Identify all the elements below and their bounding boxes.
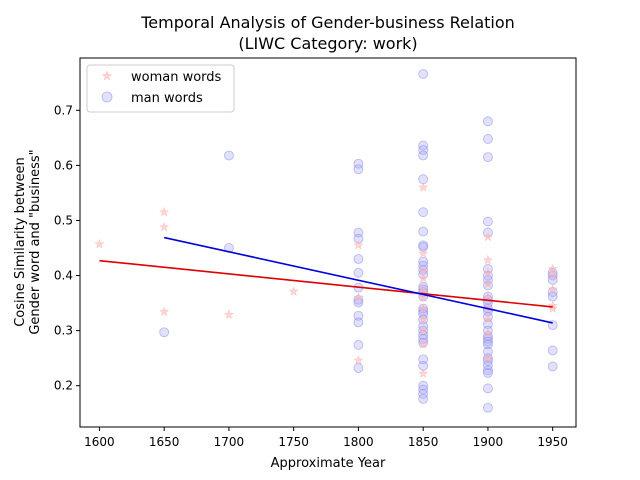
woman-words-point (288, 286, 299, 296)
man-words-point (353, 158, 364, 169)
woman-words-point (353, 355, 364, 365)
woman-words-point (482, 352, 494, 363)
x-tick-label: 1700 (214, 435, 245, 449)
woman-words-point (159, 206, 170, 217)
y-tick-label: 0.4 (54, 269, 73, 283)
man-words-point (418, 145, 429, 155)
man-words-point (418, 394, 429, 404)
woman-words-point (418, 272, 429, 283)
woman-words-point (547, 270, 558, 280)
plot-frame (79, 57, 577, 428)
woman-words-point (482, 254, 494, 265)
chart-title-line-2: (LIWC Category: work) (238, 34, 417, 53)
man-words-point (547, 361, 558, 372)
woman-words-point (418, 325, 429, 335)
woman-words-point (418, 292, 429, 302)
man-words-point (353, 317, 364, 328)
woman-words-point (418, 182, 429, 192)
woman-words-point (482, 292, 494, 302)
man-words-point (483, 402, 493, 413)
legend: woman words man words (86, 64, 235, 113)
x-tick-label: 1850 (408, 435, 439, 449)
woman-words-point (159, 221, 170, 232)
plot-area (94, 69, 558, 413)
man-words-point (418, 150, 429, 161)
woman-words-point (482, 267, 494, 278)
man-words-trend-line (164, 236, 553, 324)
man-words-point (483, 339, 493, 350)
man-words-point (159, 327, 170, 338)
chart-title-line-1: Temporal Analysis of Gender-business Rel… (140, 13, 515, 32)
man-words-point (483, 368, 493, 378)
woman-words-point (353, 239, 364, 250)
man-words-point (353, 267, 364, 278)
man-words-point (483, 383, 493, 394)
legend-label-woman-words: woman words (131, 70, 222, 85)
man-words-point (547, 291, 558, 302)
woman-words-point (418, 248, 429, 258)
man-words-point (418, 380, 429, 391)
man-words-point (483, 116, 493, 127)
woman-words-point (482, 278, 494, 289)
y-tick-label: 0.7 (54, 103, 73, 117)
woman-words-point (223, 309, 234, 319)
x-tick-label: 1750 (278, 435, 309, 449)
woman-words-point (418, 283, 429, 294)
woman-words-point (482, 328, 494, 338)
man-words-point (547, 345, 558, 356)
x-tick-label: 1650 (149, 435, 180, 449)
x-tick-label: 1600 (84, 435, 115, 449)
man-words-point (353, 340, 364, 350)
x-tick-label: 1900 (473, 435, 504, 449)
legend-marker-woman-words (101, 70, 113, 81)
man-words-point (224, 150, 234, 161)
man-words-point (353, 164, 364, 175)
y-tick-label: 0.6 (54, 158, 73, 172)
y-axis-label-group: Cosine Similarity between Gender word an… (13, 149, 43, 334)
legend-marker-man-words (101, 91, 113, 103)
y-tick-label: 0.2 (54, 379, 73, 393)
man-words-point (483, 216, 493, 227)
x-tick-label: 1950 (537, 435, 568, 449)
man-words-point (483, 365, 493, 376)
woman-words-point (159, 306, 170, 317)
man-words-point (483, 360, 493, 371)
y-tick-label: 0.5 (54, 213, 73, 227)
woman-words-point (418, 264, 429, 275)
y-tick-label: 0.3 (54, 324, 73, 338)
legend-label-man-words: man words (131, 91, 203, 106)
legend-box (86, 64, 235, 113)
woman-words-point (418, 368, 429, 378)
man-words-point (353, 254, 364, 264)
woman-words-point (547, 283, 558, 294)
man-words-point (418, 69, 429, 79)
man-words-point (353, 310, 364, 321)
woman-words-point (353, 292, 364, 302)
man-words-point (483, 152, 493, 163)
man-words-point (418, 354, 429, 365)
man-words-point (418, 226, 429, 237)
man-words-point (353, 363, 364, 373)
woman-words-point (418, 303, 429, 313)
y-axis-label-line-1: Cosine Similarity between (13, 157, 28, 327)
woman-words-point (418, 314, 429, 324)
woman-words-point (94, 238, 105, 249)
x-tick-label: 1800 (343, 435, 374, 449)
man-words-point (483, 134, 493, 144)
man-words-point (483, 336, 493, 347)
axes: 1600 1650 1700 1750 1800 1850 1900 1950 0.2 0.3 0.… (54, 103, 568, 449)
woman-words-point (482, 231, 494, 242)
y-axis-label-line-2: Gender word and "business" (28, 149, 43, 334)
woman-words-point (418, 339, 429, 349)
man-words-point (418, 207, 429, 218)
man-words-point (418, 389, 429, 399)
x-axis-label: Approximate Year (271, 456, 386, 471)
woman-words-point (482, 314, 494, 324)
woman-words-trend-line (99, 259, 553, 308)
